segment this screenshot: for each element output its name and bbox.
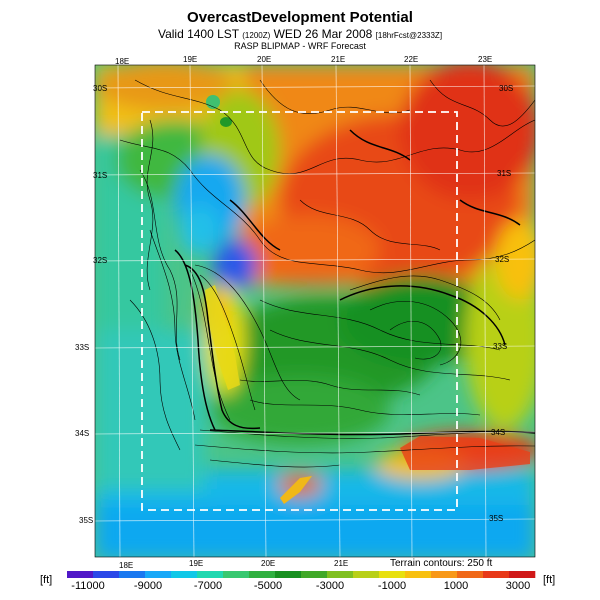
lon-label: 19E — [183, 55, 197, 64]
valid-time: Valid 1400 LST — [157, 27, 239, 41]
lon-label: 21E — [334, 559, 348, 568]
colorbar — [67, 571, 536, 578]
lat-label: 31S — [497, 169, 511, 178]
lat-label: 33S — [75, 343, 89, 352]
colorbar-swatch — [145, 571, 172, 578]
lon-label: 18E — [115, 57, 129, 66]
colorbar-unit-left: [ft] — [40, 574, 53, 586]
colorbar-label: -9000 — [134, 580, 162, 592]
lat-label: 32S — [93, 256, 107, 265]
lat-label: 33S — [493, 342, 507, 351]
lon-label: 22E — [404, 55, 418, 64]
valid-date: WED 26 Mar 2008 — [273, 27, 373, 41]
lon-label: 20E — [257, 55, 271, 64]
colorbar-label: -3000 — [316, 580, 344, 592]
map-source: RASP BLIPMAP - WRF Forecast — [234, 41, 366, 51]
colorbar-swatch — [509, 571, 536, 578]
colorbar-swatch — [197, 571, 224, 578]
top-longitude-labels: 18E 19E 20E 21E 22E 23E — [115, 55, 492, 66]
colorbar-swatch — [67, 571, 94, 578]
colorbar-swatch — [483, 571, 510, 578]
lon-label: 21E — [331, 55, 345, 64]
colorbar-swatch — [457, 571, 484, 578]
colorbar-swatch — [171, 571, 198, 578]
colorbar-swatch — [119, 571, 146, 578]
bottom-longitude-labels: 18E 19E 20E 21E — [119, 559, 348, 570]
colorbar-label: -7000 — [194, 580, 222, 592]
colorbar-labels: -11000 -9000 -7000 -5000 -3000 -1000 100… — [71, 580, 530, 592]
lon-label: 23E — [478, 55, 492, 64]
lon-label: 20E — [261, 559, 275, 568]
map-title: OvercastDevelopment Potential — [187, 9, 413, 26]
colorbar-swatch — [405, 571, 432, 578]
lat-label: 35S — [79, 516, 93, 525]
lat-label: 31S — [93, 171, 107, 180]
lon-label: 18E — [119, 561, 133, 570]
colorbar-swatch — [327, 571, 354, 578]
lat-label: 30S — [499, 84, 513, 93]
colorbar-unit-right: [ft] — [543, 574, 556, 586]
colorbar-label: -11000 — [71, 580, 104, 592]
colorbar-swatch — [301, 571, 328, 578]
lon-label: 19E — [189, 559, 203, 568]
lat-label: 30S — [93, 84, 107, 93]
lat-label: 35S — [489, 514, 503, 523]
lat-lon-grid — [95, 65, 535, 557]
colorbar-swatch — [223, 571, 250, 578]
colorbar-swatch — [431, 571, 458, 578]
colorbar-swatch — [379, 571, 406, 578]
forecast-run: [18hrFcst@2333Z] — [375, 31, 443, 40]
terrain-contour-note: Terrain contours: 250 ft — [390, 558, 493, 569]
colorbar-swatch — [93, 571, 120, 578]
colorbar-swatch — [275, 571, 302, 578]
lat-label: 32S — [495, 255, 509, 264]
lat-label: 34S — [491, 428, 505, 437]
colorbar-swatch — [249, 571, 276, 578]
terrain-contours — [119, 79, 535, 468]
map-subtitle: Valid 1400 LST (1200Z) WED 26 Mar 2008 [… — [0, 27, 600, 41]
left-latitude-labels: 30S 31S 32S 33S 34S 35S — [75, 84, 107, 525]
inner-domain-box — [141, 111, 458, 511]
colorbar-label: -5000 — [254, 580, 282, 592]
colorbar-swatch — [353, 571, 380, 578]
colorbar-label: 1000 — [444, 580, 468, 592]
map-field — [95, 65, 535, 557]
lat-label: 34S — [75, 429, 89, 438]
right-latitude-labels: 30S 31S 32S 33S 34S 35S — [489, 84, 513, 523]
colorbar-label: -1000 — [378, 580, 406, 592]
utc-time: (1200Z) — [242, 31, 271, 40]
colorbar-label: 3000 — [506, 580, 530, 592]
